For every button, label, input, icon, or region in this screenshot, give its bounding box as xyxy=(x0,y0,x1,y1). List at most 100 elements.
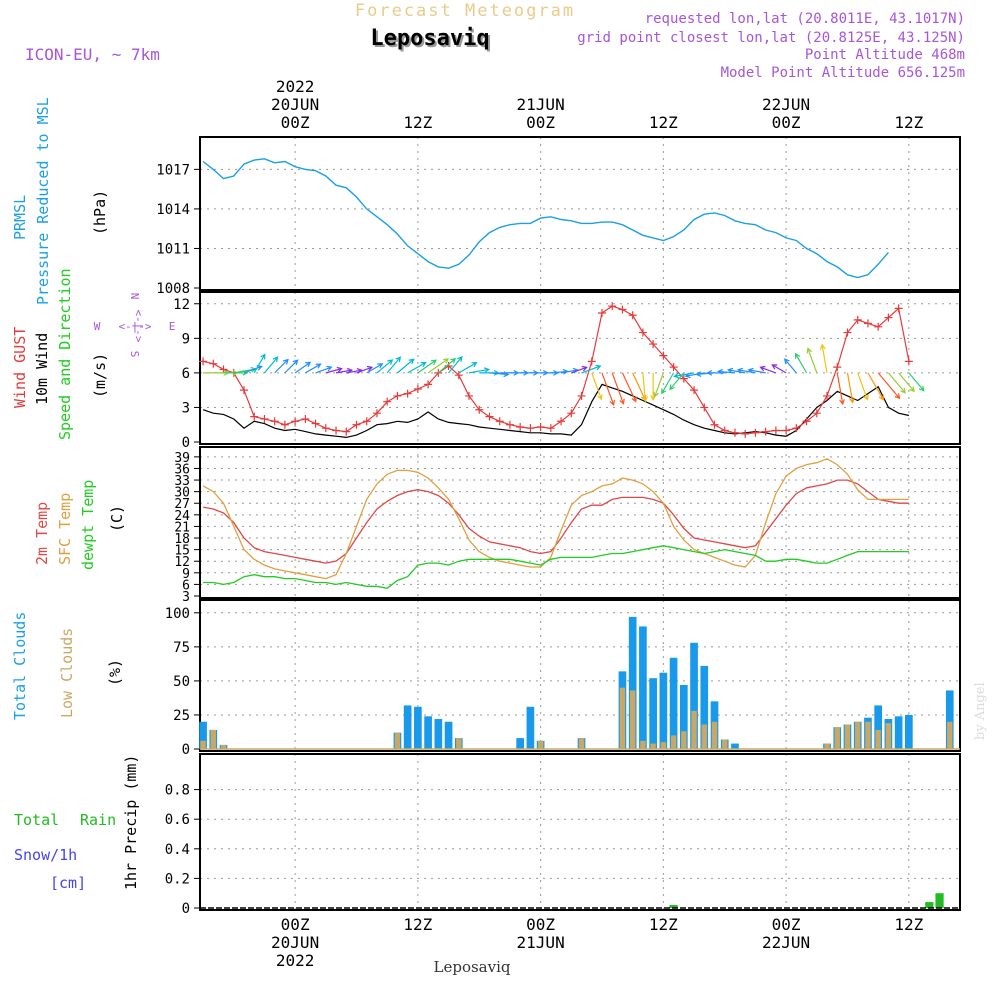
gust-marker xyxy=(434,368,443,377)
wind-arrow xyxy=(448,355,463,374)
gust-marker xyxy=(884,313,893,322)
gust-marker xyxy=(833,363,842,372)
gust-marker xyxy=(700,403,709,412)
low-cloud-bar xyxy=(578,738,585,749)
wind-arrow xyxy=(263,356,279,374)
gust-marker xyxy=(209,359,218,368)
gust-marker xyxy=(280,420,289,429)
wind-arrow xyxy=(621,372,637,403)
watermark: by Angel xyxy=(973,682,988,740)
wind-arrow xyxy=(581,364,602,374)
wind-speed-dir-label: Speed and Direction xyxy=(56,268,74,440)
wind-arrow xyxy=(877,372,901,400)
wind-arrow xyxy=(407,361,427,374)
wind-arrow xyxy=(601,372,615,407)
rain-label: Rain xyxy=(80,811,116,829)
y-tick-label: 12 xyxy=(173,297,190,313)
total-cloud-bar xyxy=(526,706,535,749)
time-label: 12Z xyxy=(894,915,923,934)
clouds-panel-labels: Total Clouds Low Clouds (%) xyxy=(11,612,124,720)
time-label: 21JUN xyxy=(517,95,565,114)
gust-marker xyxy=(372,409,381,418)
low-cloud-bar xyxy=(456,738,462,749)
total-cloud-bar xyxy=(403,705,412,749)
total-clouds-label: Total Clouds xyxy=(11,612,29,720)
y-tick-label: 39 xyxy=(174,451,190,466)
wind-arrow xyxy=(857,372,869,401)
time-label: 12Z xyxy=(649,915,678,934)
low-cloud-bar xyxy=(855,721,861,749)
y-tick-label: 15 xyxy=(174,544,190,559)
y-tick-label: 1014 xyxy=(156,202,190,218)
total-cloud-bar xyxy=(659,672,668,749)
total-cloud-bar xyxy=(905,714,913,749)
total-cloud-bar xyxy=(690,642,698,749)
gust-marker xyxy=(659,351,668,360)
model-altitude: Model Point Altitude 656.125m xyxy=(721,65,965,81)
y-tick-label: 33 xyxy=(174,474,190,489)
temp-unit: (C) xyxy=(108,505,126,532)
y-tick-label: 0 xyxy=(182,435,190,451)
total-cloud-bar xyxy=(679,684,688,749)
gust-marker xyxy=(638,328,647,337)
grid-point-coords: grid point closest lon,lat (20.8125E, 43… xyxy=(577,30,965,46)
y-tick-label: 100 xyxy=(165,606,190,622)
low-cloud-bar xyxy=(619,687,626,749)
y-tick-label: 0.2 xyxy=(165,871,190,887)
y-tick-label: 6 xyxy=(182,578,190,593)
total-cloud-bar xyxy=(639,626,647,749)
y-tick-label: 6 xyxy=(182,366,190,382)
low-cloud-bar xyxy=(834,727,840,749)
time-label: 00Z xyxy=(281,113,310,132)
compass-e: E xyxy=(169,320,176,333)
y-tick-label: 0 xyxy=(182,901,190,917)
gust-marker xyxy=(239,386,248,395)
gust-marker xyxy=(250,412,259,421)
compass-rose: N W <-|-> E <-|-> S xyxy=(94,293,176,358)
low-cloud-bar xyxy=(691,710,697,749)
cm-label: [cm] xyxy=(50,874,86,892)
low-cloud-bar xyxy=(681,731,687,749)
low-cloud-bar xyxy=(711,721,718,749)
gust-marker xyxy=(730,428,739,437)
wind-arrow xyxy=(356,365,374,374)
low-cloud-bar xyxy=(824,743,830,749)
total-cloud-bar xyxy=(444,721,453,749)
wind-gust-label: Wind GUST xyxy=(11,327,29,408)
y-tick-label: 0.8 xyxy=(165,783,190,799)
y-tick-label: 3 xyxy=(182,590,190,605)
wind10m-line xyxy=(202,383,910,439)
time-label: 21JUN xyxy=(517,933,565,952)
gust-marker xyxy=(618,305,627,314)
time-label: 20JUN xyxy=(271,95,319,114)
wind-arrow xyxy=(427,358,450,374)
gust-marker xyxy=(679,374,688,383)
total-label: Total xyxy=(14,811,59,829)
wind-arrow xyxy=(325,366,343,374)
gust-marker xyxy=(771,426,780,435)
low-cloud-bar xyxy=(885,723,892,749)
wind-arrow xyxy=(284,359,299,374)
y-tick-label: 24 xyxy=(174,509,190,524)
wind-arrow xyxy=(274,358,289,374)
dewpt-label: dewpt Temp xyxy=(79,480,97,570)
gust-marker xyxy=(894,304,903,313)
total-cloud-bar xyxy=(945,690,954,749)
wind-arrow xyxy=(783,358,797,374)
wind-arrow xyxy=(661,372,675,395)
time-label: 00Z xyxy=(281,915,310,934)
pressure-unit: (hPa) xyxy=(91,190,109,235)
pressure-panel-labels: PRMSL Pressure Reduced to MSL (hPa) xyxy=(11,97,109,305)
low-cloud-bar xyxy=(640,740,646,749)
wind-arrow xyxy=(727,367,746,374)
time-label: 12Z xyxy=(894,113,923,132)
wind-panel-labels: Wind GUST 10m Wind Speed and Direction (… xyxy=(11,268,175,440)
panels: 1008101110141017036912369121518212427303… xyxy=(156,137,961,917)
low-cloud-bar xyxy=(200,740,206,749)
gust-marker xyxy=(597,308,606,317)
gust-marker xyxy=(567,409,576,418)
gust-marker xyxy=(526,424,535,433)
total-cloud-bar xyxy=(894,716,903,749)
time-label: 20JUN xyxy=(271,933,319,952)
